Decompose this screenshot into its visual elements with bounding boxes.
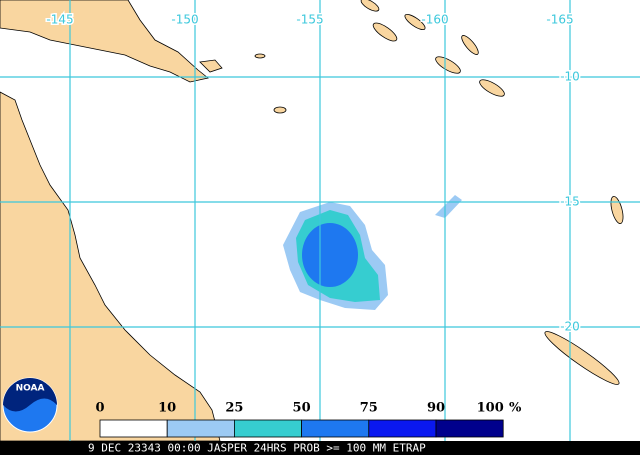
island	[479, 79, 505, 97]
legend-unit: %	[509, 401, 522, 416]
legend-swatch	[301, 419, 370, 438]
new-caledonia	[544, 331, 620, 385]
island	[254, 53, 266, 59]
island	[461, 35, 479, 55]
longitude-label: -150	[171, 13, 198, 27]
island	[372, 22, 398, 42]
island	[360, 0, 380, 12]
latitude-label: -20	[560, 320, 580, 334]
prob-50	[302, 223, 358, 287]
legend-label: 10	[158, 401, 176, 416]
legend-swatch	[368, 419, 437, 438]
legend-label: 100	[477, 401, 504, 416]
legend-label: 0	[95, 401, 104, 416]
latitude-label: -15	[560, 195, 580, 209]
longitude-label: -155	[296, 13, 323, 27]
island	[610, 196, 624, 224]
legend-swatch	[435, 419, 504, 438]
legend-swatch	[99, 419, 168, 438]
legend-label: 25	[225, 401, 243, 416]
legend: 0 10 25 50 75 90 100%	[95, 401, 522, 438]
footer-text: 9 DEC 23343 00:00 JASPER 24HRS PROB >= 1…	[88, 442, 426, 455]
latitude-label: -10	[560, 70, 580, 84]
island	[404, 13, 426, 31]
island	[435, 56, 461, 74]
logo-text: NOAA	[16, 384, 45, 394]
longitude-label: -160	[421, 13, 448, 27]
new-guinea	[0, 0, 209, 83]
longitude-label: -145	[46, 13, 73, 27]
legend-label: 50	[293, 401, 311, 416]
legend-swatch	[166, 419, 235, 438]
island	[273, 106, 287, 114]
noaa-logo: NOAA	[2, 377, 58, 433]
footer-bar	[0, 441, 640, 455]
new-britain	[199, 59, 223, 73]
longitude-label: -165	[546, 13, 573, 27]
rainfall-probability	[283, 195, 462, 310]
legend-label: 90	[427, 401, 445, 416]
logo-top	[3, 378, 57, 412]
graticule: -145 -150 -155 -160 -165 -10 -15 -20	[0, 0, 640, 441]
legend-swatch	[233, 419, 302, 438]
australia	[0, 91, 221, 442]
land	[0, 0, 624, 442]
legend-label: 75	[360, 401, 378, 416]
prob-10	[435, 195, 462, 218]
